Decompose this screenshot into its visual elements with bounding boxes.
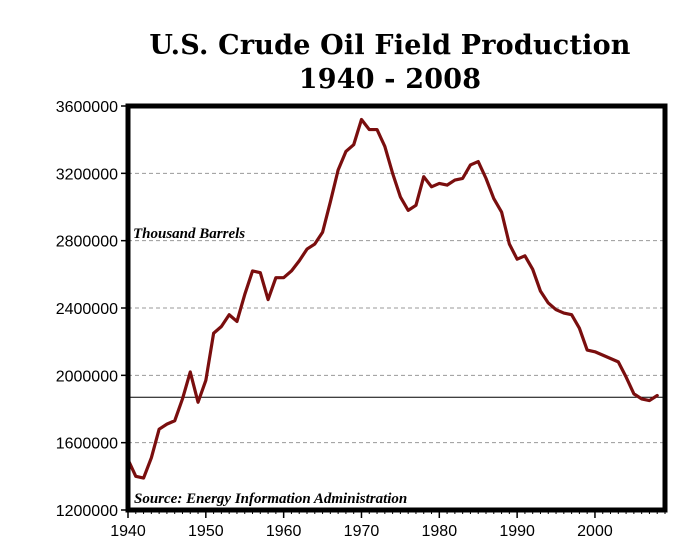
y-tick-label-1600000: 1600000	[56, 436, 118, 453]
x-tick-label-1960: 1960	[266, 523, 302, 540]
y-tick-label-2800000: 2800000	[56, 234, 118, 251]
y-tick-label-1200000: 1200000	[56, 503, 118, 520]
y-tick-label-2000000: 2000000	[56, 368, 118, 385]
chart-title: U.S. Crude Oil Field Production	[149, 30, 631, 61]
source-annotation: Source: Energy Information Administratio…	[134, 491, 407, 507]
gridlines	[128, 172, 665, 444]
x-tick-label-1980: 1980	[422, 523, 458, 540]
x-axis: 1940 1950 1960 1970 1980 1990 2000	[110, 510, 666, 540]
chart-subtitle: 1940 - 2008	[298, 64, 482, 95]
x-tick-label-1940: 1940	[110, 523, 146, 540]
y-tick-label-3200000: 3200000	[56, 166, 118, 183]
y-tick-label-2400000: 2400000	[56, 301, 118, 318]
series-line-production	[126, 117, 659, 480]
x-tick-label-1950: 1950	[188, 523, 224, 540]
x-tick-label-1970: 1970	[344, 523, 380, 540]
x-tick-label-2000: 2000	[577, 523, 613, 540]
y-tick-label-3600000: 3600000	[56, 99, 118, 116]
x-tick-label-1990: 1990	[499, 523, 535, 540]
y-axis: 1200000 1600000 2000000 2400000 2800000 32000…	[56, 99, 128, 520]
units-annotation: Thousand Barrels	[133, 226, 245, 242]
